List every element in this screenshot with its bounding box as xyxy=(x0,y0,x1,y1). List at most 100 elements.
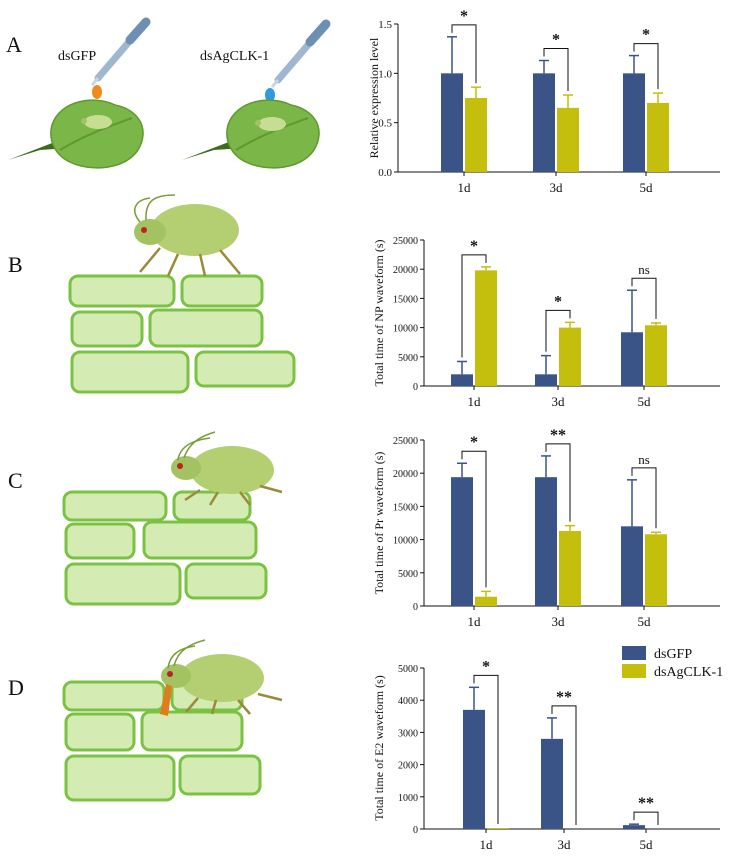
panel-letter-b: B xyxy=(8,252,23,277)
legend-label-dsgfp: dsGFP xyxy=(654,647,692,662)
x-tick-label: 5d xyxy=(638,614,652,629)
y-tick-label: 0.5 xyxy=(378,118,392,130)
aphid-icon xyxy=(160,639,283,716)
significance-label: ** xyxy=(550,427,566,444)
y-tick-label: 20000 xyxy=(393,265,418,276)
panel-letter-a: A xyxy=(6,32,22,57)
panel-d-illustration xyxy=(62,639,283,802)
aphid-icon xyxy=(171,431,283,506)
panel-a-illustration: dsGFP dsAgCLK-1 xyxy=(8,17,331,169)
bar xyxy=(645,325,667,386)
y-tick-label: 5000 xyxy=(398,353,418,364)
x-tick-label: 1d xyxy=(468,394,482,409)
significance-label: * xyxy=(642,27,650,44)
x-tick-label: 5d xyxy=(638,394,652,409)
x-tick-label: 5d xyxy=(640,180,654,195)
significance-bracket xyxy=(473,674,499,825)
leaf-right-icon xyxy=(182,99,320,169)
bar xyxy=(647,102,669,172)
x-tick-label: 1d xyxy=(468,614,482,629)
significance-bracket xyxy=(543,48,569,92)
significance-label: * xyxy=(470,434,478,451)
legend-swatch-dsgfp xyxy=(622,646,646,660)
significance-bracket xyxy=(461,254,487,358)
y-tick-label: 0 xyxy=(413,382,418,393)
panel-letter-d: D xyxy=(8,675,24,700)
significance-label: * xyxy=(460,8,468,25)
significance-bracket xyxy=(451,24,477,84)
legend: dsGFP dsAgCLK-1 xyxy=(622,646,723,680)
legend-label-dsagclk: dsAgCLK-1 xyxy=(654,665,723,680)
y-tick-label: 25000 xyxy=(393,236,418,247)
plant-cells xyxy=(68,274,296,394)
bar xyxy=(463,709,485,829)
y-axis-title: Total time of Pr waveform (s) xyxy=(372,452,386,595)
y-tick-label: 1000 xyxy=(398,793,418,804)
y-tick-label: 10000 xyxy=(393,324,418,335)
significance-bracket xyxy=(631,277,657,319)
legend-swatch-dsagclk xyxy=(622,664,646,678)
panel-b-illustration xyxy=(68,194,296,394)
bar xyxy=(451,477,473,606)
bar xyxy=(535,477,557,606)
y-tick-label: 5000 xyxy=(398,664,418,675)
bar xyxy=(535,374,557,386)
bar xyxy=(475,596,497,606)
panel-c-illustration xyxy=(62,431,283,606)
significance-label: ns xyxy=(638,262,650,277)
bar xyxy=(451,374,473,386)
bar xyxy=(621,526,643,606)
bar xyxy=(557,107,579,172)
bar xyxy=(541,738,563,829)
x-tick-label: 3d xyxy=(558,837,572,852)
x-tick-label: 5d xyxy=(640,837,654,852)
significance-bracket xyxy=(633,811,659,825)
y-axis-title: Total time of E2 waveform (s) xyxy=(372,675,386,820)
bar xyxy=(465,98,487,172)
y-tick-label: 15000 xyxy=(393,294,418,305)
drop-blue-icon xyxy=(265,88,275,102)
y-tick-label: 20000 xyxy=(393,469,418,480)
drop-orange-icon xyxy=(92,85,102,99)
y-tick-label: 0 xyxy=(413,602,418,613)
significance-bracket xyxy=(461,450,487,588)
stylet-icon xyxy=(160,684,172,716)
y-tick-label: 3000 xyxy=(398,728,418,739)
chart-relative-expression: 0.0 0.5 1.0 1.5 Relative expression level 1d *… xyxy=(367,8,720,195)
chart-pr-waveform: 0 5000 10000 15000 20000 25000 Total time of P… xyxy=(372,427,720,629)
plant-cells xyxy=(62,680,262,802)
significance-label: ** xyxy=(556,689,572,706)
significance-bracket xyxy=(633,43,659,90)
significance-label: * xyxy=(554,293,562,310)
bar xyxy=(623,825,645,829)
y-tick-label: 10000 xyxy=(393,536,418,547)
panel-letter-c: C xyxy=(8,468,23,493)
pipette-right-icon xyxy=(265,19,331,102)
bar xyxy=(533,73,555,172)
significance-bracket xyxy=(631,467,657,529)
bar xyxy=(645,534,667,606)
x-tick-label: 3d xyxy=(552,614,566,629)
y-tick-label: 0 xyxy=(413,825,418,836)
y-tick-label: 1.0 xyxy=(378,68,392,80)
dsgfp-label: dsGFP xyxy=(58,49,96,64)
significance-label: * xyxy=(482,658,490,675)
significance-label: ** xyxy=(638,795,654,812)
bar xyxy=(441,73,463,172)
bar xyxy=(559,530,581,606)
bar xyxy=(621,332,643,386)
y-tick-label: 1.5 xyxy=(378,19,392,31)
plant-cells xyxy=(62,490,268,606)
x-tick-label: 3d xyxy=(552,394,566,409)
x-tick-label: 1d xyxy=(458,180,472,195)
dsagclk-label: dsAgCLK-1 xyxy=(200,49,269,64)
bar xyxy=(487,828,509,829)
y-tick-label: 2000 xyxy=(398,761,418,772)
y-axis-title: Total time of NP waveform (s) xyxy=(372,239,386,386)
significance-label: * xyxy=(470,238,478,255)
significance-bracket xyxy=(545,309,571,352)
bar xyxy=(623,73,645,172)
y-tick-label: 4000 xyxy=(398,696,418,707)
x-tick-label: 1d xyxy=(480,837,494,852)
